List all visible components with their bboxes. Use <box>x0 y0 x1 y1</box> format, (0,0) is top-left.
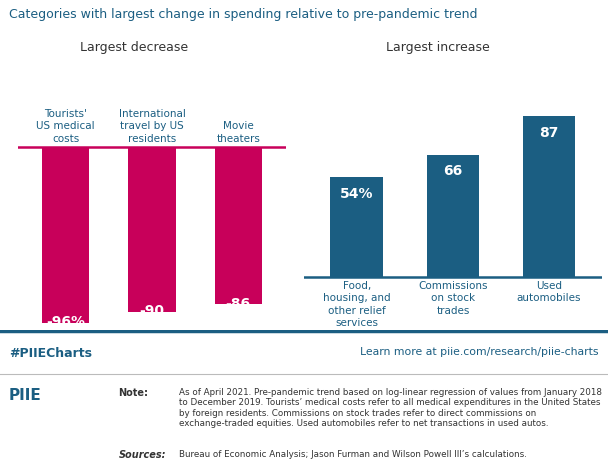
Text: As of April 2021. Pre-pandemic trend based on log-linear regression of values fr: As of April 2021. Pre-pandemic trend bas… <box>179 388 603 428</box>
Bar <box>42 147 89 322</box>
Text: -90: -90 <box>139 304 165 318</box>
Text: -96%: -96% <box>46 315 85 329</box>
Text: Food,
housing, and
other relief
services: Food, housing, and other relief services <box>323 281 391 328</box>
Text: Used
automobiles: Used automobiles <box>517 281 581 303</box>
Text: Learn more at piie.com/research/piie-charts: Learn more at piie.com/research/piie-cha… <box>361 346 599 357</box>
Text: Bureau of Economic Analysis; Jason Furman and Wilson Powell III’s calculations.: Bureau of Economic Analysis; Jason Furma… <box>179 450 527 459</box>
Text: 54%: 54% <box>340 187 373 201</box>
Text: 87: 87 <box>539 125 559 139</box>
Bar <box>427 155 479 277</box>
Text: Largest decrease: Largest decrease <box>80 41 188 54</box>
Text: Movie
theaters: Movie theaters <box>216 121 260 144</box>
Text: -86: -86 <box>226 297 251 311</box>
Text: Tourists'
US medical
costs: Tourists' US medical costs <box>36 109 95 144</box>
Bar <box>523 117 576 277</box>
Text: 66: 66 <box>443 164 463 178</box>
Text: Categories with largest change in spending relative to pre-pandemic trend: Categories with largest change in spendi… <box>9 8 478 21</box>
Text: Sources:: Sources: <box>119 450 166 460</box>
Text: Note:: Note: <box>119 388 148 398</box>
Text: PIIE: PIIE <box>9 388 42 403</box>
Text: #PIIECharts: #PIIECharts <box>9 346 92 359</box>
Text: Commissions
on stock
trades: Commissions on stock trades <box>418 281 488 315</box>
Bar <box>215 147 262 304</box>
Bar <box>128 147 176 312</box>
Bar <box>330 177 383 277</box>
Text: International
travel by US
residents: International travel by US residents <box>119 109 185 144</box>
Text: Largest increase: Largest increase <box>386 41 489 54</box>
